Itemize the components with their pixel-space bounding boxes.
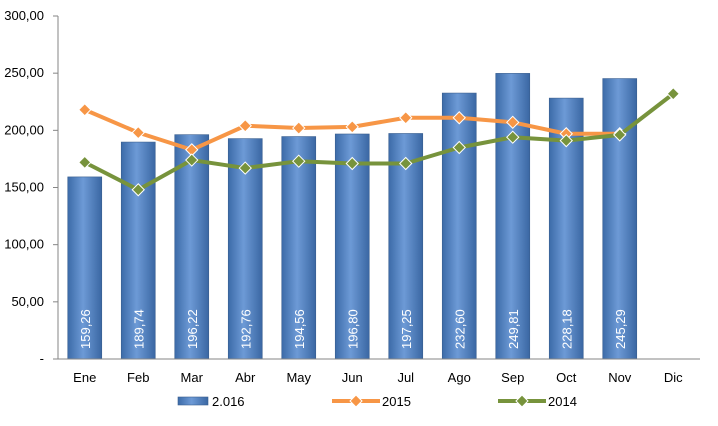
- y-tick-label: 100,00: [4, 237, 44, 252]
- legend-swatch: [177, 396, 209, 406]
- y-tick-label: -: [40, 351, 44, 366]
- bars: 159,26 189,74 196,22 192,76 194,56 196,80 197,…: [67, 73, 638, 360]
- bar: [120, 141, 156, 360]
- line-marker: [238, 161, 252, 175]
- line-marker: [78, 103, 92, 117]
- line-marker: [349, 394, 363, 408]
- line-marker: [666, 87, 680, 101]
- bar-data-label: 249,81: [506, 309, 521, 349]
- bar-data-label: 189,74: [131, 309, 146, 349]
- x-tick-label: Sep: [501, 370, 524, 385]
- bar: [334, 133, 370, 360]
- bar-data-label: 192,76: [238, 309, 253, 349]
- line-marker: [559, 133, 573, 148]
- x-tick-label: Ago: [448, 370, 471, 385]
- y-tick-label: 50,00: [11, 294, 44, 309]
- bar: [67, 176, 103, 360]
- x-tick-label: Jun: [342, 370, 363, 385]
- bar-data-label: 197,25: [399, 309, 414, 349]
- line-marker: [452, 111, 466, 125]
- x-tick-label: Mar: [181, 370, 204, 385]
- x-tick-label: Feb: [127, 370, 149, 385]
- x-axis: Ene Feb Mar Abr May Jun Jul Ago Sep Oct Nov Dic: [58, 358, 700, 385]
- bar: [227, 138, 263, 360]
- bar-data-label: 196,80: [345, 309, 360, 349]
- line-marker: [131, 125, 145, 140]
- line-marker: [399, 111, 413, 125]
- bar-data-label: 194,56: [292, 309, 307, 349]
- bar-data-label: 232,60: [452, 309, 467, 349]
- x-tick-label: May: [286, 370, 311, 385]
- line-marker: [506, 130, 520, 144]
- line-marker: [131, 183, 145, 197]
- x-tick-label: Dic: [664, 370, 683, 385]
- x-tick-label: Ene: [73, 370, 96, 385]
- line-marker: [185, 153, 199, 167]
- line-marker: [506, 115, 520, 130]
- legend-label: 2.016: [212, 394, 245, 409]
- y-tick-label: 200,00: [4, 122, 44, 137]
- x-tick-label: Nov: [608, 370, 632, 385]
- x-tick-label: Abr: [235, 370, 256, 385]
- x-tick-label: Jul: [397, 370, 414, 385]
- line-marker: [292, 154, 306, 168]
- bar-data-label: 245,29: [613, 309, 628, 349]
- line-marker: [238, 119, 252, 133]
- line-marker: [613, 128, 627, 142]
- bar: [174, 134, 210, 360]
- bar: [388, 133, 424, 360]
- line-marker: [345, 120, 359, 134]
- line-marker: [292, 121, 306, 135]
- bar: [281, 136, 317, 360]
- legend: 2.016 2015 2014: [177, 394, 577, 409]
- bar: [441, 92, 477, 360]
- x-tick-label: Oct: [556, 370, 577, 385]
- line-marker: [345, 156, 359, 171]
- line-marker: [78, 155, 92, 170]
- bar-data-label: 196,22: [185, 309, 200, 349]
- line-marker: [399, 156, 413, 171]
- y-tick-label: 300,00: [4, 8, 44, 23]
- line-marker: [515, 394, 529, 408]
- legend-label: 2015: [382, 394, 411, 409]
- y-tick-label: 150,00: [4, 180, 44, 195]
- y-axis: - 50,00 100,00 150,00 200,00 250,00 300,00: [4, 8, 59, 366]
- series-line: [83, 92, 675, 192]
- legend-label: 2014: [548, 394, 577, 409]
- bar-data-label: 228,18: [559, 309, 574, 349]
- line-marker: [452, 140, 466, 155]
- series-lines: [78, 87, 680, 197]
- y-tick-label: 250,00: [4, 65, 44, 80]
- bar-data-label: 159,26: [78, 309, 93, 349]
